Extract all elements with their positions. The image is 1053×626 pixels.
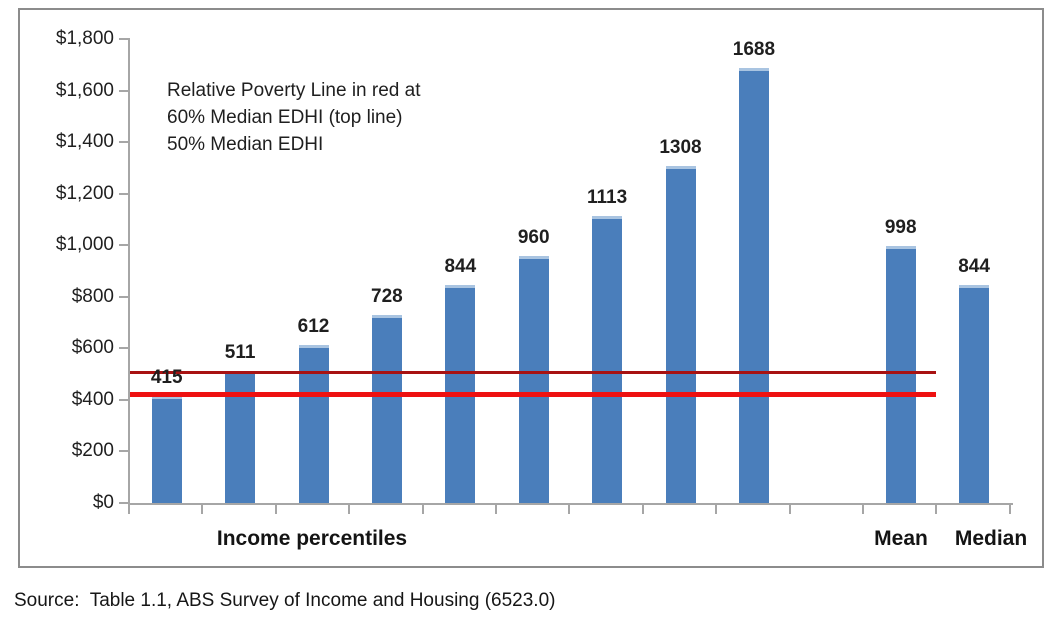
annotation-line-1: Relative Poverty Line in red at — [167, 80, 421, 101]
x-axis-label-median: Median — [954, 527, 1028, 550]
x-axis-group-label-income-percentiles: Income percentiles — [216, 527, 408, 550]
annotation-line-2: 60% Median EDHI (top line) — [167, 107, 403, 128]
source-note: Source: Table 1.1, ABS Survey of Income … — [14, 590, 556, 611]
x-axis-label-mean: Mean — [874, 527, 928, 550]
annotation-line-3: 50% Median EDHI — [167, 134, 324, 155]
poverty-line-annotation: Relative Poverty Line in red at 60% Medi… — [167, 77, 420, 158]
